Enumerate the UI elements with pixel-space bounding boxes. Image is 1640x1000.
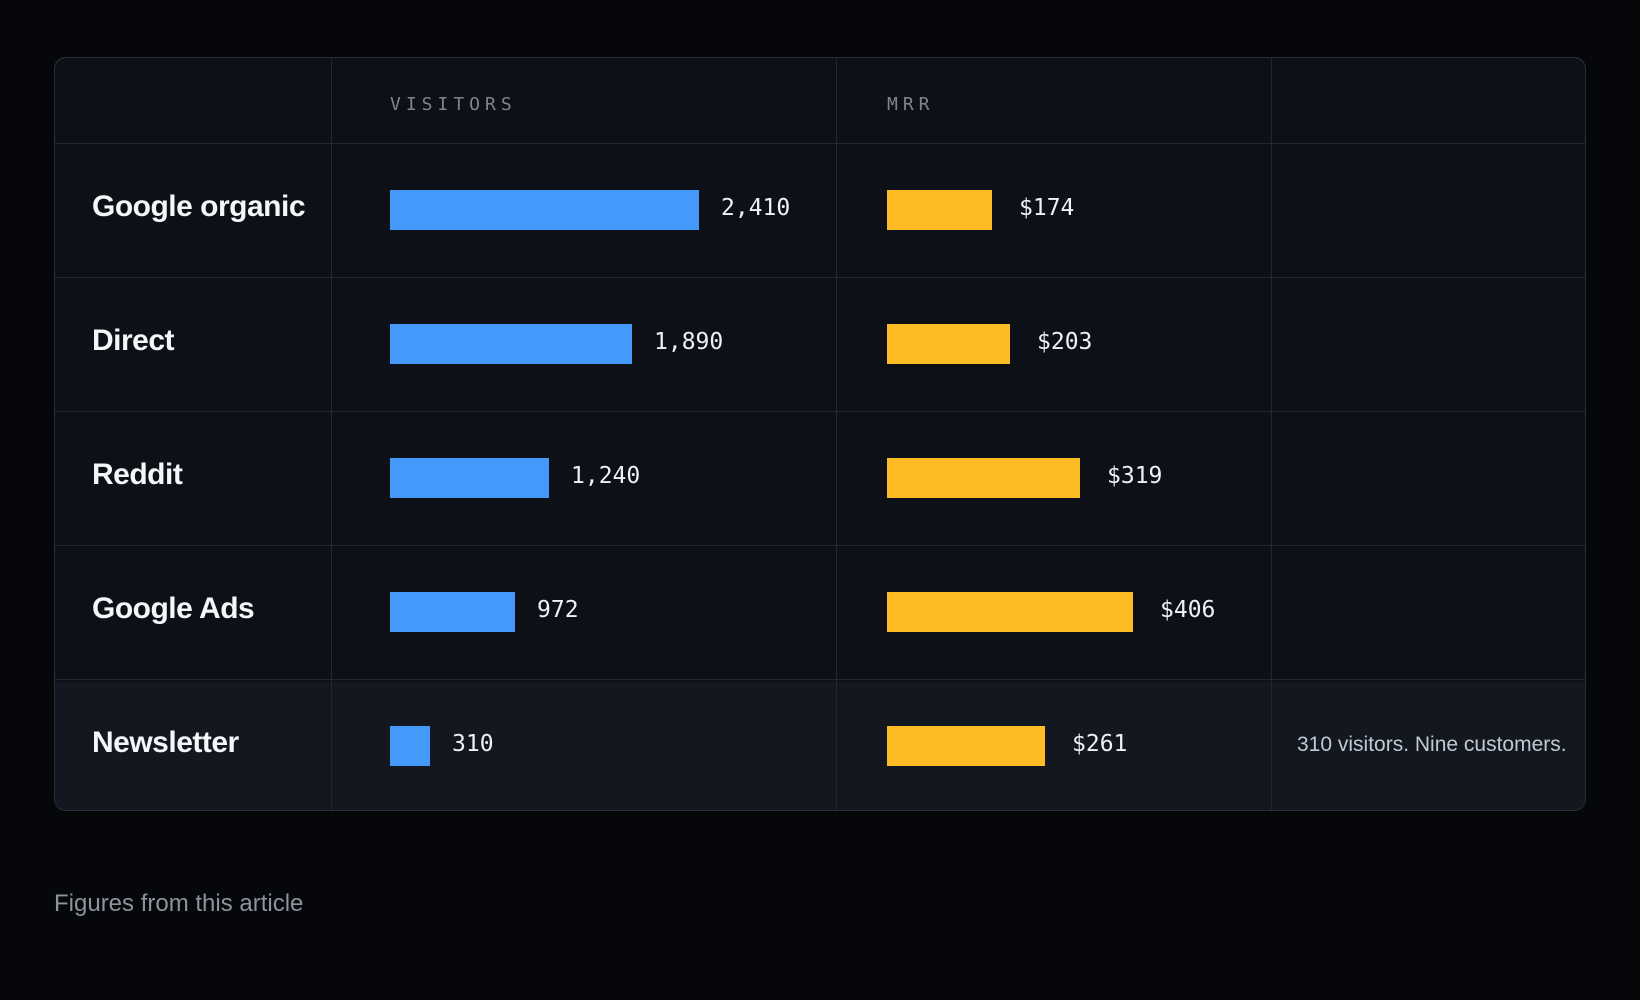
- mrr-value-direct: $203: [1037, 329, 1093, 355]
- row-divider: [55, 545, 1585, 546]
- visitors-bar-google-organic: [390, 190, 699, 230]
- mrr-bar-newsletter: [887, 726, 1045, 766]
- visitors-value-google-ads: 972: [537, 597, 579, 623]
- mrr-value-google-organic: $174: [1019, 195, 1075, 221]
- mrr-bar-google-ads: [887, 592, 1133, 632]
- mrr-value-google-ads: $406: [1160, 597, 1216, 623]
- mrr-value-newsletter: $261: [1072, 731, 1128, 757]
- row-note-newsletter: 310 visitors. Nine customers.: [1297, 733, 1567, 756]
- column-divider: [836, 58, 837, 810]
- mrr-bar-direct: [887, 324, 1010, 364]
- comparison-table: VISITORS MRR Google organic 2,410 $174 Dire…: [54, 57, 1586, 811]
- mrr-value-reddit: $319: [1107, 463, 1163, 489]
- visitors-value-newsletter: 310: [452, 731, 494, 757]
- visitors-value-direct: 1,890: [654, 329, 724, 355]
- column-header-visitors: VISITORS: [390, 94, 517, 115]
- row-label-google-organic: Google organic: [92, 190, 306, 223]
- row-label-reddit: Reddit: [92, 458, 183, 491]
- row-label-google-ads: Google Ads: [92, 592, 255, 625]
- visitors-bar-reddit: [390, 458, 549, 498]
- row-divider: [55, 277, 1585, 278]
- visitors-value-google-organic: 2,410: [721, 195, 791, 221]
- column-divider: [1271, 58, 1272, 810]
- highlighted-row-background: [55, 682, 1585, 810]
- visitors-bar-newsletter: [390, 726, 430, 766]
- row-label-direct: Direct: [92, 324, 175, 357]
- figure-caption: Figures from this article: [54, 890, 304, 917]
- row-divider: [55, 679, 1585, 680]
- row-divider: [55, 143, 1585, 144]
- visitors-bar-direct: [390, 324, 632, 364]
- column-header-mrr: MRR: [887, 94, 935, 115]
- row-label-newsletter: Newsletter: [92, 726, 239, 759]
- column-divider: [331, 58, 332, 810]
- row-divider: [55, 411, 1585, 412]
- visitors-bar-google-ads: [390, 592, 515, 632]
- visitors-value-reddit: 1,240: [571, 463, 641, 489]
- mrr-bar-reddit: [887, 458, 1080, 498]
- mrr-bar-google-organic: [887, 190, 992, 230]
